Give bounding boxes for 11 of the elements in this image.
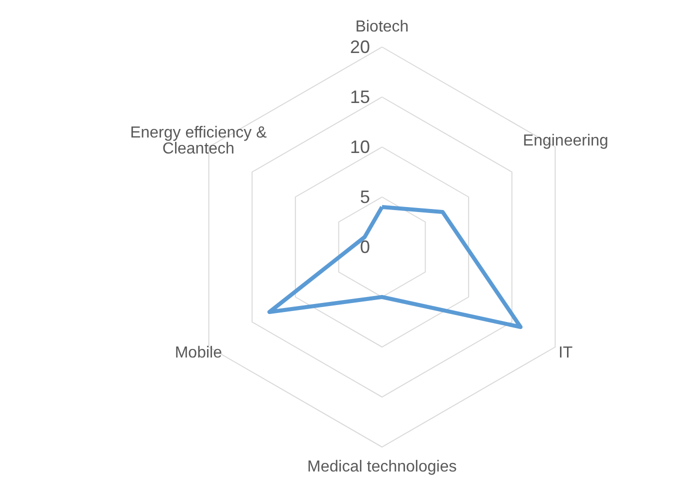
- y-tick-label: 0: [360, 237, 370, 257]
- spoke-label: Mobile: [174, 344, 222, 362]
- y-tick-label: 20: [350, 37, 370, 57]
- y-tick-label: 15: [350, 87, 370, 107]
- spoke-label: Medical technologies: [307, 458, 457, 476]
- spoke-label: Engineering: [522, 132, 608, 150]
- spoke-label: IT: [558, 344, 573, 362]
- spoke-label: Energy efficiency & Cleantech: [130, 124, 268, 158]
- spoke-label: Biotech: [355, 18, 409, 36]
- y-tick-label: 10: [350, 137, 370, 157]
- y-tick-label: 5: [360, 187, 370, 207]
